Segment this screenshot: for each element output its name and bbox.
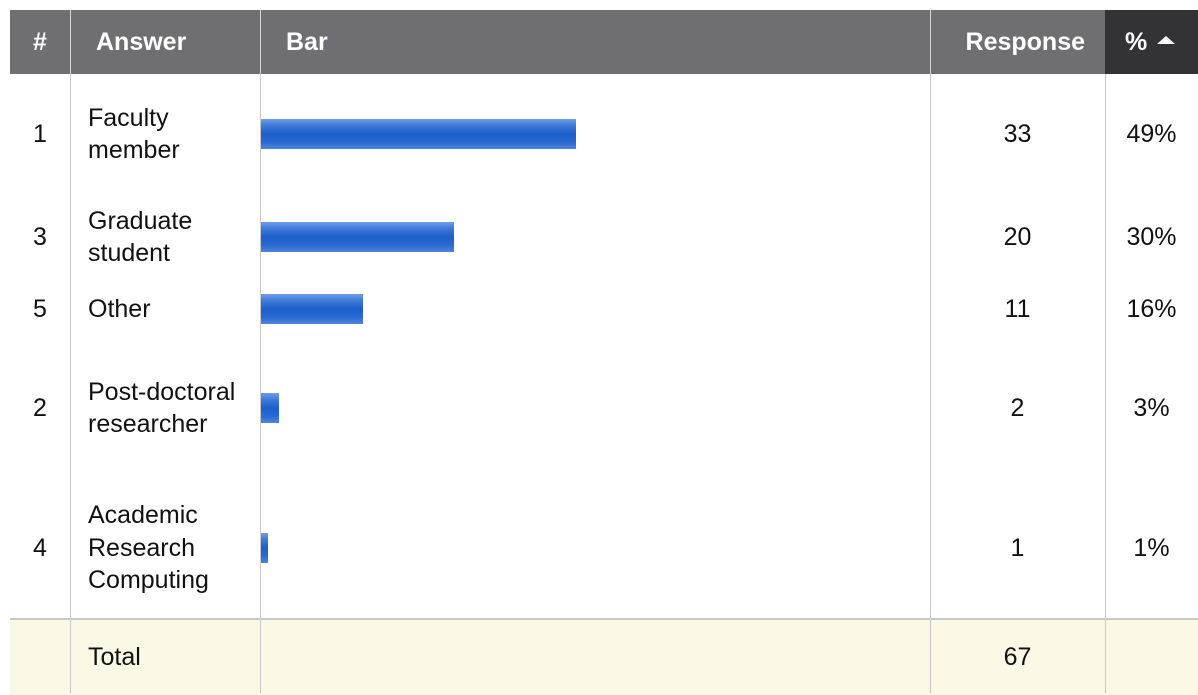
row-bar-cell <box>260 194 930 280</box>
total-label: Total <box>88 643 141 672</box>
total-response: 67 <box>1003 643 1032 671</box>
total-num <box>10 620 70 695</box>
column-divider <box>1105 74 1106 693</box>
row-bar-cell <box>260 478 930 618</box>
row-bar-cell <box>260 280 930 338</box>
row-percent: 30% <box>1126 222 1177 251</box>
header-divider <box>260 10 261 74</box>
header-num[interactable]: # <box>33 27 47 56</box>
sort-ascending-icon[interactable] <box>1157 36 1176 44</box>
total-percent <box>1105 620 1198 695</box>
column-divider <box>930 74 931 693</box>
table-row: 3 Graduate student 20 30% <box>10 194 1198 280</box>
row-response: 20 <box>1003 222 1032 251</box>
response-bar <box>260 294 363 324</box>
row-response: 2 <box>1010 393 1025 422</box>
row-number: 1 <box>33 119 47 148</box>
header-percent[interactable]: % <box>1105 10 1198 74</box>
row-answer: Faculty member <box>88 103 180 165</box>
table-header: # Answer Bar Response % <box>10 10 1198 74</box>
response-bar <box>260 222 454 252</box>
header-answer[interactable]: Answer <box>96 27 187 56</box>
total-row: Total 67 <box>10 618 1198 695</box>
row-bar-cell <box>260 338 930 478</box>
row-number: 5 <box>33 294 47 323</box>
header-bar: Bar <box>286 27 328 56</box>
row-number: 2 <box>33 393 47 422</box>
table-row: 1 Faculty member 33 49% <box>10 74 1198 194</box>
row-response: 33 <box>1003 119 1032 148</box>
column-divider <box>70 74 71 693</box>
total-bar <box>260 620 930 695</box>
row-answer: Post-doctoral researcher <box>88 377 236 439</box>
response-bar <box>260 119 576 149</box>
row-answer: Academic Research Computing <box>88 501 209 595</box>
row-bar-cell <box>260 74 930 194</box>
row-number: 4 <box>33 533 47 562</box>
row-percent: 49% <box>1126 119 1177 148</box>
row-answer: Graduate student <box>88 206 193 268</box>
table-row: 4 Academic Research Computing 1 1% <box>10 478 1198 618</box>
header-response[interactable]: Response <box>965 27 1085 56</box>
row-response: 1 <box>1010 533 1025 562</box>
row-response: 11 <box>1004 294 1031 323</box>
row-percent: 1% <box>1133 533 1170 562</box>
response-bar <box>260 393 279 423</box>
response-bar <box>260 533 268 563</box>
row-number: 3 <box>33 222 47 251</box>
header-percent-label: % <box>1125 27 1148 56</box>
header-divider <box>930 10 931 74</box>
table-row: 2 Post-doctoral researcher 2 3% <box>10 338 1198 478</box>
header-divider <box>70 10 71 74</box>
row-answer: Other <box>88 294 151 323</box>
column-divider <box>260 74 261 693</box>
row-percent: 3% <box>1133 393 1170 422</box>
row-percent: 16% <box>1126 294 1177 323</box>
table-row: 5 Other 11 16% <box>10 280 1198 338</box>
